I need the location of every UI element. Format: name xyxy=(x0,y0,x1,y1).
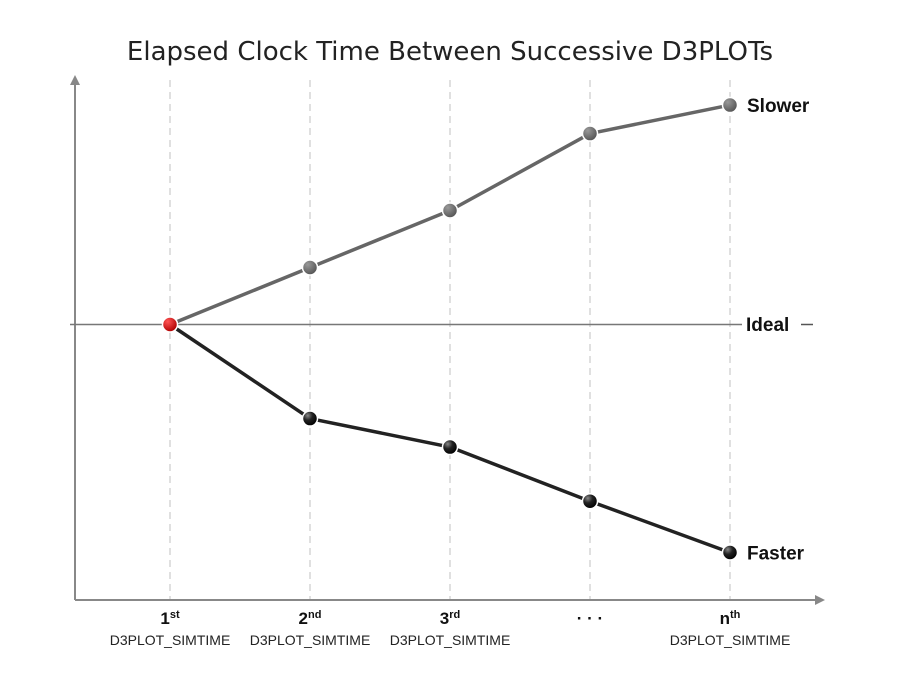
x-tick-sublabel-3: D3PLOT_SIMTIME xyxy=(390,632,511,648)
y-axis-arrow xyxy=(70,75,80,85)
point-slower-5 xyxy=(721,96,739,114)
point-start xyxy=(161,316,179,333)
point-slower-3 xyxy=(441,202,459,219)
series-label-slower: Slower xyxy=(747,96,810,117)
x-tick-label-4: · · · xyxy=(577,609,603,628)
point-faster-2 xyxy=(301,410,319,427)
point-faster-5 xyxy=(721,544,739,561)
series-lines xyxy=(169,103,731,555)
reference-line-group: Ideal xyxy=(70,315,813,336)
grid-lines xyxy=(169,80,731,600)
point-slower-4 xyxy=(581,125,599,142)
x-axis-arrow xyxy=(815,595,825,605)
x-tick-labels: 1st D3PLOT_SIMTIME 2nd D3PLOT_SIMTIME 3rd D3P… xyxy=(110,609,791,648)
axes xyxy=(70,75,825,605)
chart-title: Elapsed Clock Time Between Successive D3… xyxy=(127,37,773,67)
x-tick-sublabel-2: D3PLOT_SIMTIME xyxy=(250,632,371,648)
data-points xyxy=(161,96,739,561)
point-faster-3 xyxy=(441,438,459,456)
x-tick-label-3: 3rd xyxy=(440,609,460,628)
x-tick-label-2: 2nd xyxy=(299,609,322,628)
point-faster-4 xyxy=(581,492,599,510)
series-label-faster: Faster xyxy=(747,544,805,565)
x-tick-label-1: 1st xyxy=(160,609,180,628)
x-tick-sublabel-1: D3PLOT_SIMTIME xyxy=(110,632,231,648)
ideal-label: Ideal xyxy=(746,315,789,336)
x-tick-sublabel-5: D3PLOT_SIMTIME xyxy=(670,632,791,648)
point-slower-2 xyxy=(301,259,319,276)
x-tick-label-5: nth xyxy=(720,609,741,628)
series-labels: Slower Faster xyxy=(747,96,810,564)
